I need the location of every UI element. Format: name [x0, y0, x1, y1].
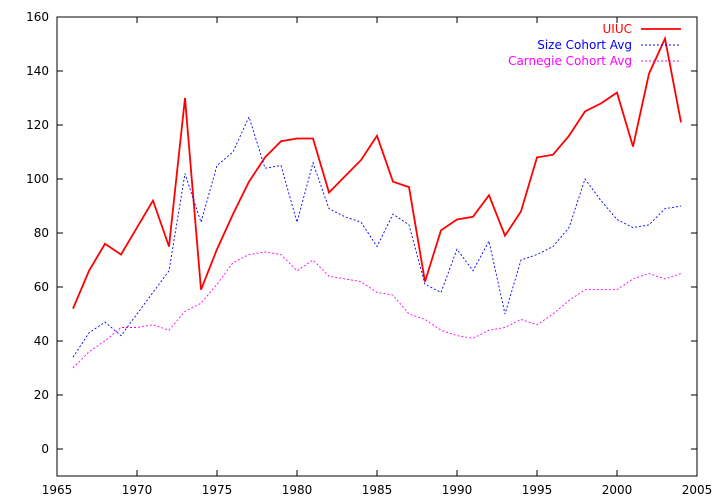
x-tick-label: 1995	[522, 483, 553, 497]
series-line-2	[72, 115, 682, 358]
legend-label-2: Size Cohort Avg	[537, 38, 632, 52]
y-tick-label: 40	[34, 334, 49, 348]
axis-ticks: 1965 1970 1975 1980 1985 1990 1995 2000 2005 0 20 4…	[26, 10, 712, 497]
x-tick-label: 1980	[282, 483, 313, 497]
series-layer	[72, 35, 682, 369]
x-tick-label: 1985	[362, 483, 393, 497]
y-tick-label: 20	[34, 388, 49, 402]
y-tick-label: 120	[26, 118, 49, 132]
y-tick-label: 140	[26, 64, 49, 78]
y-tick-label: 80	[34, 226, 49, 240]
legend-label-3: Carnegie Cohort Avg	[508, 54, 632, 68]
legend: UIUC Size Cohort Avg Carnegie Cohort Avg	[508, 22, 681, 68]
x-tick-label: 1965	[42, 483, 73, 497]
series-line-1	[72, 35, 682, 309]
x-tick-label: 2005	[682, 483, 713, 497]
series-line-3	[72, 251, 682, 369]
y-tick-label: 0	[41, 442, 49, 456]
y-tick-label: 100	[26, 172, 49, 186]
y-tick-label: 160	[26, 10, 49, 24]
legend-label-1: UIUC	[603, 22, 632, 36]
x-tick-label: 1990	[442, 483, 473, 497]
x-tick-label: 1970	[122, 483, 153, 497]
y-tick-label: 60	[34, 280, 49, 294]
x-tick-label: 1975	[202, 483, 233, 497]
x-tick-label: 2000	[602, 483, 633, 497]
